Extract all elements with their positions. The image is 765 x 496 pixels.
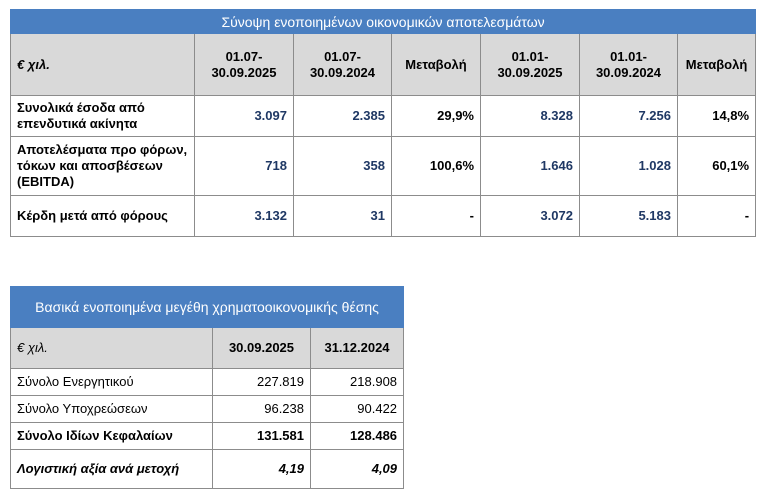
currency-unit-label: € χιλ. xyxy=(10,327,213,369)
value-cell: 31 xyxy=(293,195,392,237)
column-header: 01.01- 30.09.2025 xyxy=(480,33,580,96)
value-cell: 8.328 xyxy=(480,95,580,137)
table-row: Αποτελέσματα προ φόρων, τόκων και αποσβέ… xyxy=(10,136,757,196)
value-cell: 358 xyxy=(293,136,392,196)
value-cell: 718 xyxy=(194,136,294,196)
row-label: Συνολικά έσοδα από επενδυτικά ακίνητα xyxy=(10,95,195,137)
row-label: Αποτελέσματα προ φόρων, τόκων και αποσβέ… xyxy=(10,136,195,196)
change-cell: - xyxy=(391,195,481,237)
value-cell: 90.422 xyxy=(309,395,405,423)
table-row: Σύνολο Ενεργητικού 227.819 218.908 xyxy=(10,368,405,396)
column-header: 01.07- 30.09.2024 xyxy=(293,33,392,96)
table-row: Σύνολο Ιδίων Κεφαλαίων 131.581 128.486 xyxy=(10,422,405,450)
summary-results-table: Σύνοψη ενοποιημένων οικονομικών αποτελεσ… xyxy=(9,9,757,237)
column-header: 30.09.2025 xyxy=(212,327,311,369)
row-label: Σύνολο Ιδίων Κεφαλαίων xyxy=(10,422,213,450)
value-cell: 3.097 xyxy=(194,95,294,137)
value-cell: 1.646 xyxy=(480,136,580,196)
row-label: Σύνολο Υποχρεώσεων xyxy=(10,395,213,423)
value-cell: 7.256 xyxy=(579,95,678,137)
row-label: Σύνολο Ενεργητικού xyxy=(10,368,213,396)
value-cell: 131.581 xyxy=(212,422,311,450)
value-cell: 96.238 xyxy=(212,395,311,423)
value-cell: 128.486 xyxy=(309,422,405,450)
summary-header-row: € χιλ. 01.07- 30.09.2025 01.07- 30.09.20… xyxy=(10,33,757,96)
value-cell: 218.908 xyxy=(309,368,405,396)
balance-sheet-table: Βασικά ενοποιημένα μεγέθη χρηματοοικονομ… xyxy=(9,286,405,489)
table-row: Συνολικά έσοδα από επενδυτικά ακίνητα 3.… xyxy=(10,95,757,137)
change-cell: 100,6% xyxy=(391,136,481,196)
change-cell: 60,1% xyxy=(676,136,757,196)
value-cell: 5.183 xyxy=(579,195,678,237)
column-header: 01.07- 30.09.2025 xyxy=(194,33,294,96)
column-header: 31.12.2024 xyxy=(309,327,405,369)
column-header: Μεταβολή xyxy=(391,33,481,96)
value-cell: 1.028 xyxy=(579,136,678,196)
summary-table-title: Σύνοψη ενοποιημένων οικονομικών αποτελεσ… xyxy=(9,9,757,34)
change-cell: - xyxy=(676,195,757,237)
change-cell: 29,9% xyxy=(391,95,481,137)
balance-table-title: Βασικά ενοποιημένα μεγέθη χρηματοοικονομ… xyxy=(9,286,405,328)
table-row: Σύνολο Υποχρεώσεων 96.238 90.422 xyxy=(10,395,405,423)
balance-header-row: € χιλ. 30.09.2025 31.12.2024 xyxy=(10,327,405,369)
column-header: Μεταβολή xyxy=(676,33,757,96)
currency-unit-label: € χιλ. xyxy=(10,33,195,96)
column-header: 01.01- 30.09.2024 xyxy=(579,33,678,96)
change-cell: 14,8% xyxy=(676,95,757,137)
table-row: Κέρδη μετά από φόρους 3.132 31 - 3.072 5… xyxy=(10,195,757,237)
value-cell: 4,19 xyxy=(212,449,311,489)
value-cell: 2.385 xyxy=(293,95,392,137)
value-cell: 3.132 xyxy=(194,195,294,237)
value-cell: 227.819 xyxy=(212,368,311,396)
row-label: Κέρδη μετά από φόρους xyxy=(10,195,195,237)
table-row: Λογιστική αξία ανά μετοχή 4,19 4,09 xyxy=(10,449,405,489)
value-cell: 3.072 xyxy=(480,195,580,237)
row-label: Λογιστική αξία ανά μετοχή xyxy=(10,449,213,489)
value-cell: 4,09 xyxy=(309,449,405,489)
